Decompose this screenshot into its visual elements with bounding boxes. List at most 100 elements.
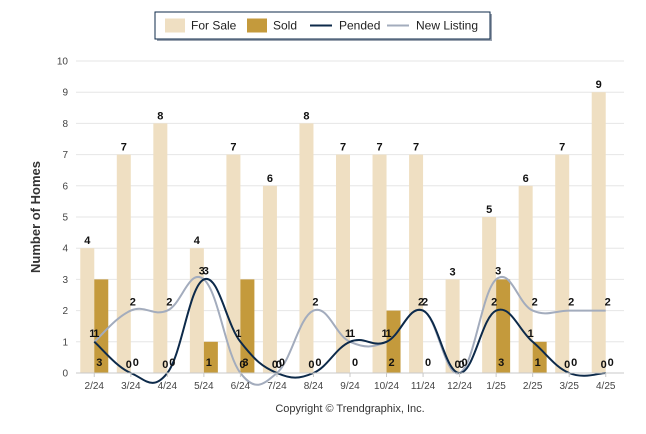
y-tick-label: 2 [62,306,68,317]
line-data-label: 1 [349,328,355,340]
x-tick-label: 8/24 [304,381,324,392]
bar-data-label: 1 [206,357,212,369]
line-data-label: 3 [495,265,501,277]
bar [116,154,131,373]
bar-data-label: 8 [157,110,163,122]
line-data-label: 2 [605,297,611,309]
bar-data-label: 6 [267,173,273,185]
bar [372,154,387,373]
line-data-label: 0 [455,359,461,371]
y-tick-label: 4 [62,244,68,255]
line-data-label: 2 [166,297,172,309]
bar [153,123,168,374]
line-data-label: 0 [308,359,314,371]
y-tick-label: 10 [57,57,69,68]
y-axis-label: Number of Homes [28,161,43,273]
bar [226,154,241,373]
bar-data-label: 0 [608,357,614,369]
y-tick-label: 7 [62,150,68,161]
bar-data-label: 4 [84,235,91,247]
bar-data-label: 7 [376,142,382,154]
bar-data-label: 3 [96,357,102,369]
line-data-label: 3 [203,265,209,277]
bar [591,92,606,373]
line-data-label: 0 [564,359,570,371]
x-tick-label: 10/24 [374,381,399,392]
x-tick-label: 2/24 [85,381,105,392]
x-tick-label: 6/24 [231,381,251,392]
legend-label: Pended [339,19,380,33]
line-data-label: 1 [235,328,241,340]
bar [240,279,255,373]
x-tick-label: 4/24 [158,381,178,392]
line-layer [93,275,606,386]
x-tick-label: 2/25 [523,381,543,392]
y-tick-label: 8 [62,119,68,130]
bar [496,279,511,373]
bar-data-label: 7 [121,142,127,154]
bar [409,154,424,373]
bar [94,279,109,373]
bar-data-label: 0 [462,357,468,369]
x-tick-label: 1/25 [486,381,506,392]
bar-data-label: 5 [486,204,492,216]
legend-swatch [165,18,185,33]
copyright-footer: Copyright © Trendgraphix, Inc. [275,403,424,415]
bar [555,154,570,373]
bar-data-label: 0 [169,357,175,369]
bar-data-label: 4 [194,235,201,247]
bar-data-label: 9 [596,79,602,91]
line-data-label: 2 [491,297,497,309]
bar [203,341,218,373]
line-data-label: 0 [272,359,278,371]
x-tick-label: 9/24 [340,381,360,392]
bar [336,154,350,373]
line-data-label: 2 [568,297,574,309]
bar-data-label: 0 [133,357,139,369]
x-tick-label: 12/24 [447,381,472,392]
bar [299,123,314,374]
bar-data-label: 0 [279,357,285,369]
bar-data-label: 0 [425,357,431,369]
y-tick-label: 1 [62,337,68,348]
line-data-label: 1 [528,328,534,340]
line-data-label: 2 [130,297,136,309]
bar-data-label: 7 [230,142,236,154]
bar-data-label: 1 [535,357,541,369]
bar-data-label: 3 [242,357,248,369]
bar-data-label: 7 [559,142,565,154]
x-tick-label: 7/24 [267,381,287,392]
line-data-label: 0 [601,359,607,371]
bar-data-label: 7 [413,142,419,154]
line-data-label: 1 [345,328,351,340]
bar [482,217,497,373]
x-tick-label: 11/24 [411,381,436,392]
line-data-label: 3 [199,265,205,277]
x-tick-label: 4/25 [596,381,616,392]
bar [518,185,533,373]
line-data-label: 2 [422,297,428,309]
legend-label: New Listing [416,19,478,33]
legend-swatch [247,18,267,33]
line-data-label: 0 [162,359,168,371]
bar-data-label: 6 [523,173,529,185]
x-tick-label: 3/25 [559,381,579,392]
line-data-label: 1 [89,328,95,340]
line-data-label: 0 [126,359,132,371]
bar-data-label: 0 [571,357,577,369]
legend: For Sale Sold Pended New Listing [154,11,492,41]
bar-data-label: 7 [340,142,346,154]
bar [532,341,547,373]
bar [262,185,277,373]
line-data-label: 1 [381,328,387,340]
line-data-label: 2 [418,297,424,309]
line-data-label: 1 [93,328,99,340]
line-data-label: 1 [385,328,391,340]
line-data-label: 0 [459,359,465,371]
bar-data-label: 8 [303,110,309,122]
line-data-label: 2 [312,297,318,309]
line-data-label: 2 [532,297,538,309]
bar-data-label: 2 [388,357,394,369]
